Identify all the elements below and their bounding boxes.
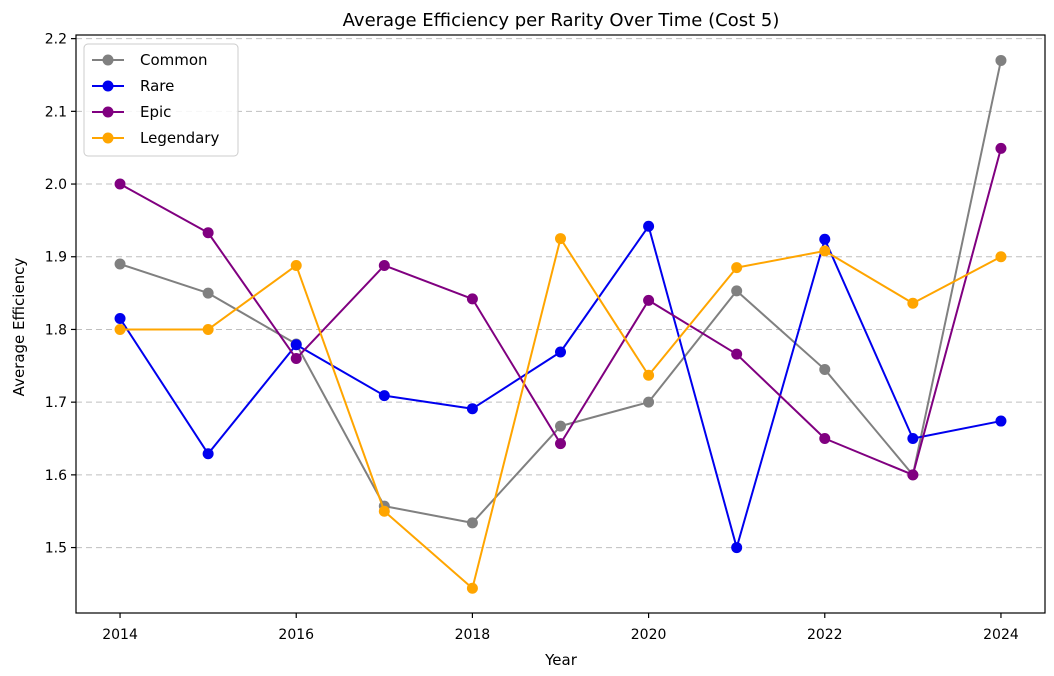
data-point-rare	[643, 220, 655, 232]
y-axis: 1.5 1.6 1.7 1.8 1.9 2.0 2.1 2.2	[45, 32, 76, 557]
data-point-rare	[202, 448, 214, 460]
legend-label: Epic	[140, 103, 171, 121]
legend-item-legendary: Legendary	[92, 129, 219, 147]
data-point-rare	[114, 313, 126, 325]
legend-label: Common	[140, 51, 208, 69]
y-tick-label: 1.8	[45, 322, 67, 338]
data-point-rare	[995, 415, 1007, 427]
data-point-common	[819, 363, 831, 375]
data-point-epic	[466, 293, 478, 305]
data-point-common	[731, 285, 743, 297]
data-point-legendary	[731, 262, 743, 274]
data-point-epic	[290, 353, 302, 365]
data-point-rare	[290, 339, 302, 351]
y-tick-label: 1.9	[45, 250, 67, 266]
y-tick-label: 2.2	[45, 32, 67, 48]
data-point-common	[202, 287, 214, 299]
legend: Common Rare Epic Legendary	[83, 43, 239, 157]
plot-frame	[75, 34, 1046, 614]
data-point-common	[466, 517, 478, 529]
y-tick-label: 2.1	[45, 104, 67, 120]
x-tick-label: 2022	[807, 627, 843, 643]
data-point-epic	[907, 469, 919, 481]
y-tick-label: 1.5	[45, 541, 67, 557]
legend-label: Rare	[140, 77, 174, 95]
data-point-rare	[378, 390, 390, 402]
y-tick-label: 1.6	[45, 468, 67, 484]
data-point-epic	[995, 142, 1007, 154]
y-tick-label: 1.7	[45, 395, 67, 411]
data-point-epic	[555, 438, 566, 450]
legend-label: Legendary	[140, 129, 219, 147]
data-point-legendary	[466, 582, 478, 594]
series-epic	[114, 142, 1007, 481]
data-point-legendary	[819, 245, 831, 257]
x-axis-label: Year	[544, 651, 578, 669]
chart-title: Average Efficiency per Rarity Over Time …	[343, 10, 780, 31]
data-point-legendary	[555, 233, 566, 245]
data-point-epic	[202, 227, 214, 239]
data-point-rare	[466, 403, 478, 415]
data-point-common	[643, 396, 655, 408]
x-tick-label: 2016	[278, 627, 314, 643]
data-point-rare	[819, 233, 831, 245]
x-tick-label: 2014	[102, 627, 138, 643]
legend-item-common: Common	[92, 51, 208, 69]
data-point-epic	[378, 259, 390, 271]
data-point-legendary	[995, 251, 1007, 263]
y-axis-label: Average Efficiency	[10, 258, 28, 397]
legend-marker	[102, 80, 114, 92]
legend-marker	[102, 132, 114, 144]
series-line-legendary	[120, 237, 1002, 590]
x-tick-label: 2024	[983, 627, 1019, 643]
data-point-rare	[731, 542, 743, 554]
data-point-common	[555, 420, 566, 432]
data-point-rare	[555, 346, 566, 358]
data-point-rare	[907, 433, 919, 445]
data-point-epic	[819, 433, 831, 445]
data-point-legendary	[907, 297, 919, 309]
x-tick-label: 2020	[631, 627, 667, 643]
legend-item-epic: Epic	[92, 103, 171, 121]
legend-box	[83, 43, 239, 157]
series-legendary	[114, 233, 1007, 594]
data-point-legendary	[202, 323, 214, 335]
x-axis: 2014 2016 2018 2020 2022 2024	[102, 613, 1019, 643]
data-point-legendary	[378, 505, 390, 517]
x-tick-label: 2018	[455, 627, 491, 643]
data-point-epic	[731, 348, 743, 360]
data-point-legendary	[643, 369, 655, 381]
data-point-epic	[114, 178, 126, 190]
data-point-common	[995, 54, 1007, 66]
y-tick-label: 2.0	[45, 177, 67, 193]
data-point-legendary	[290, 259, 302, 271]
legend-item-rare: Rare	[92, 77, 174, 95]
data-point-epic	[643, 294, 655, 306]
data-point-legendary	[114, 323, 126, 335]
series-line-rare	[119, 225, 1002, 549]
legend-marker	[102, 106, 114, 118]
legend-marker	[102, 54, 114, 66]
series-rare	[114, 220, 1007, 554]
series-layer	[114, 54, 1007, 594]
data-point-common	[114, 258, 126, 270]
series-line-common	[119, 60, 1002, 524]
